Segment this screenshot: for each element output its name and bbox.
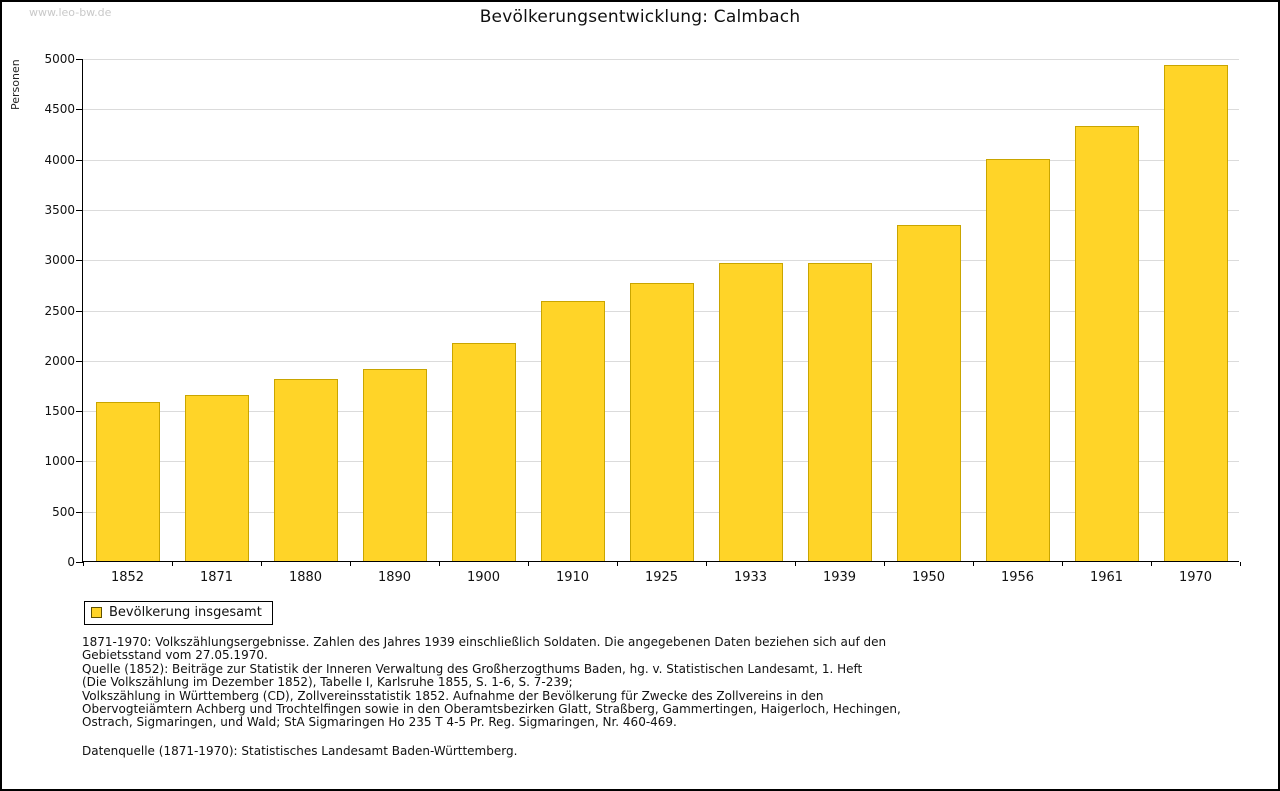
gridline: [83, 59, 1239, 60]
x-tick-label: 1910: [555, 570, 590, 585]
bar-1910: [540, 301, 605, 561]
watermark: www.leo-bw.de: [29, 6, 112, 19]
x-axis-tick: [439, 562, 440, 566]
y-tick-label: 5000: [44, 52, 75, 66]
x-tick-label: 1890: [377, 570, 412, 585]
x-tick-label: 1950: [911, 570, 946, 585]
y-tick-label: 1000: [44, 454, 75, 469]
bar-1880: [273, 378, 338, 561]
note-line: Obervogteiämtern Achberg und Trochtelfin…: [82, 702, 901, 717]
y-axis-tick: [76, 461, 83, 463]
y-axis-tick: [76, 109, 83, 111]
y-tick-label: 2500: [44, 303, 75, 318]
y-axis-tick: [76, 159, 83, 161]
y-tick-label: 2000: [44, 353, 75, 368]
x-tick-label: 1880: [288, 570, 323, 585]
bar-1871: [184, 395, 249, 561]
y-tick-label: 4500: [44, 102, 75, 117]
note-line: Quelle (1852): Beiträge zur Statistik de…: [82, 661, 863, 676]
gridline: [83, 109, 1239, 111]
note-line: (Die Volkszählung im Dezember 1852), Tab…: [82, 675, 573, 690]
note-line: Ostrach, Sigmaringen, und Wald; StA Sigm…: [82, 715, 677, 730]
source-notes: 1871-1970: Volkszählungsergebnisse. Zahl…: [82, 635, 901, 758]
note-line: Gebietsstand vom 27.05.1970.: [82, 648, 268, 663]
legend-label: Bevölkerung insgesamt: [109, 605, 262, 620]
bar-1852: [95, 402, 160, 561]
x-axis-tick: [884, 562, 885, 566]
x-tick-label: 1871: [199, 570, 234, 585]
y-axis-tick: [76, 260, 83, 262]
bar-1950: [896, 225, 961, 561]
x-axis-tick: [350, 562, 351, 566]
x-axis-tick: [261, 562, 262, 566]
y-axis-tick: [76, 209, 83, 211]
y-axis-tick: [76, 59, 83, 60]
x-tick-label: 1956: [1000, 570, 1035, 585]
y-axis-tick: [76, 511, 83, 513]
y-tick-label: 3000: [44, 253, 75, 268]
y-tick-label: 3500: [44, 202, 75, 217]
x-tick-label: 1970: [1178, 570, 1213, 585]
y-tick-label: 0: [67, 555, 75, 569]
bar-1925: [629, 283, 694, 561]
bar-1961: [1074, 126, 1139, 561]
x-axis-tick: [172, 562, 173, 566]
x-axis-tick: [706, 562, 707, 566]
chart-title: Bevölkerungsentwicklung: Calmbach: [479, 7, 801, 27]
y-tick-label: 4000: [44, 152, 75, 167]
y-axis-tick: [76, 411, 83, 413]
datasource-line: Datenquelle (1871-1970): Statistisches L…: [82, 743, 518, 758]
bar-1890: [362, 368, 427, 561]
y-axis-tick: [76, 310, 83, 312]
x-tick-label: 1961: [1089, 570, 1124, 585]
y-tick-label: 1500: [44, 404, 75, 419]
x-axis-tick: [1062, 562, 1063, 566]
gridline: [83, 159, 1239, 161]
y-axis-tick: [76, 562, 83, 563]
x-axis-tick: [617, 562, 618, 566]
x-tick-label: 1939: [822, 570, 857, 585]
x-axis-tick: [1240, 562, 1241, 566]
plot-area: 0 500 1000 1500 2000 2500 3000 3500 4000 4500 5000…: [44, 52, 1241, 585]
x-tick-label: 1852: [110, 570, 145, 585]
x-axis-tick: [528, 562, 529, 566]
y-tick-label: 500: [52, 504, 75, 519]
note-line: 1871-1970: Volkszählungsergebnisse. Zahl…: [82, 635, 887, 649]
bar-1900: [451, 342, 516, 561]
x-tick-label: 1900: [466, 570, 501, 585]
legend: Bevölkerung insgesamt: [84, 601, 273, 625]
x-axis-tick: [83, 562, 84, 566]
x-axis-tick: [973, 562, 974, 566]
x-tick-label: 1925: [644, 570, 679, 585]
x-axis-tick: [795, 562, 796, 566]
note-line: Volkszählung in Württemberg (CD), Zollve…: [82, 688, 824, 703]
bar-1970: [1163, 65, 1228, 561]
gridline: [83, 260, 1239, 262]
y-axis-label: Personen: [9, 59, 22, 110]
x-tick-label: 1933: [733, 570, 768, 585]
bar-1933: [718, 263, 783, 561]
legend-swatch: [91, 607, 102, 618]
bar-1956: [985, 158, 1050, 561]
bar-1939: [807, 263, 872, 561]
x-axis-tick: [1151, 562, 1152, 566]
gridline: [83, 209, 1239, 211]
y-axis-tick: [76, 360, 83, 362]
